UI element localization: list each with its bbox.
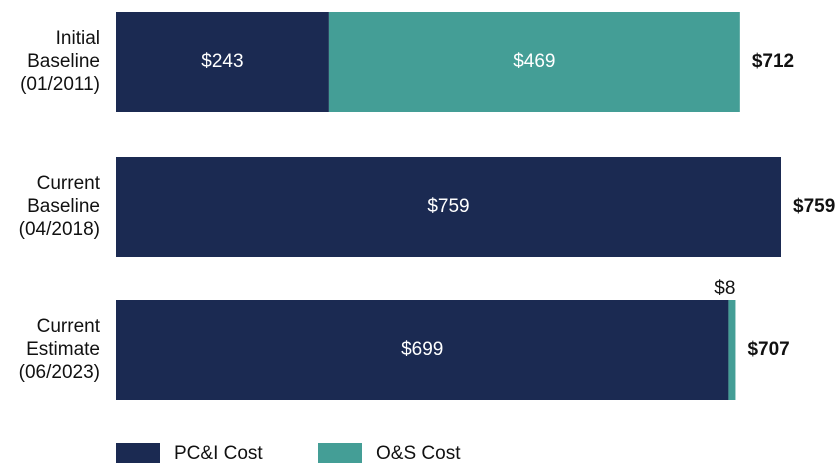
- category-label-line: Baseline: [27, 51, 100, 72]
- category-label-line: Initial: [56, 28, 100, 49]
- bar-segment: [328, 12, 740, 112]
- category-label-line: Baseline: [27, 196, 100, 217]
- bar-segment: [116, 157, 781, 257]
- value-label: $243: [201, 51, 243, 72]
- category-label-line: (06/2023): [19, 362, 100, 383]
- legend-label: PC&I Cost: [174, 443, 263, 463]
- category-label-line: (04/2018): [19, 219, 100, 240]
- value-label: $469: [513, 51, 555, 72]
- value-label: $8: [714, 278, 735, 299]
- category-label-line: (01/2011): [20, 74, 100, 95]
- total-label: $759: [793, 196, 835, 217]
- total-label: $707: [747, 339, 789, 360]
- bar-segment: [728, 300, 736, 400]
- legend-swatch: [318, 443, 362, 463]
- category-label: Current Baseline (04/2018): [19, 173, 101, 240]
- category-label: Initial Baseline (01/2011): [20, 28, 100, 95]
- total-label: $712: [752, 51, 794, 72]
- category-label: Current Estimate (06/2023): [19, 316, 101, 383]
- bar-segment: [116, 12, 329, 112]
- category-label-line: Current: [37, 173, 101, 194]
- value-label: $699: [401, 339, 443, 360]
- legend-label: O&S Cost: [376, 443, 461, 463]
- bar-segment: [116, 300, 729, 400]
- value-label: $759: [427, 196, 469, 217]
- category-label-line: Estimate: [26, 339, 100, 360]
- legend-swatch: [116, 443, 160, 463]
- category-label-line: Current: [37, 316, 101, 337]
